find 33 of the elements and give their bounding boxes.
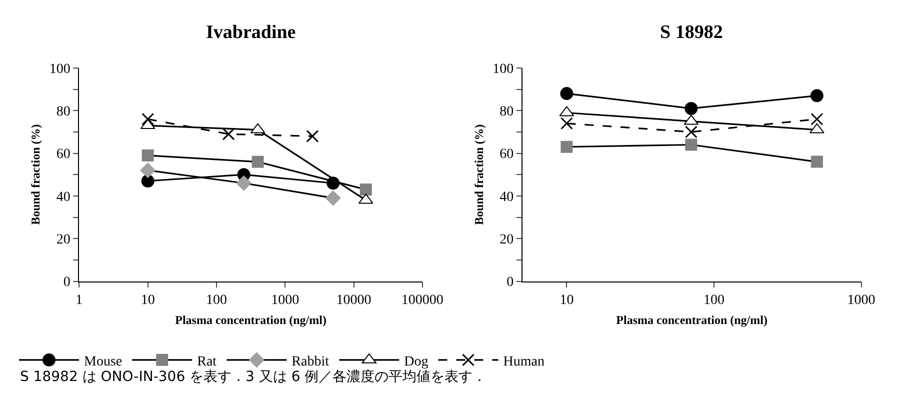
legend-label: Mouse <box>84 354 122 370</box>
legend-label: Rabbit <box>292 354 330 370</box>
x-tick-label: 1000 <box>271 293 300 308</box>
y-tick-label: 40 <box>56 190 70 205</box>
y-tick-label: 20 <box>56 232 70 248</box>
legend-label: Dog <box>404 354 428 370</box>
x-tick-label: 100 <box>703 293 724 308</box>
y-tick-label: 60 <box>500 147 514 162</box>
y-axis-title: Bound fraction (%) <box>28 124 43 225</box>
y-tick-label: 60 <box>56 147 70 162</box>
x-axis-title: Plasma concentration (ng/ml) <box>616 312 768 327</box>
y-tick-label: 100 <box>49 62 70 77</box>
text: S 18982 は ONO-IN-306 を表す．3 又は 6 例／各濃度の平均値を表す． <box>20 369 487 385</box>
y-tick-label: 0 <box>63 275 70 290</box>
x-tick-label: 10 <box>140 293 155 308</box>
x-tick-label: 10000 <box>336 293 372 308</box>
x-tick-label: 10 <box>560 293 574 308</box>
x-tick-label: 100 <box>206 293 227 308</box>
y-tick-label: 0 <box>506 275 514 290</box>
y-tick-label: 80 <box>56 104 70 120</box>
legend-label: Human <box>503 354 544 370</box>
chart-title: Ivabradine <box>206 22 296 43</box>
x-axis-title: Plasma concentration (ng/ml) <box>175 312 326 327</box>
x-tick-label: 1000 <box>847 293 876 308</box>
y-tick-label: 80 <box>500 104 514 120</box>
y-axis-title: Bound fraction (%) <box>472 124 486 225</box>
x-tick-label: 1 <box>76 293 83 308</box>
legend-label: Rat <box>197 354 217 370</box>
y-tick-label: 40 <box>500 190 514 205</box>
x-tick-label: 100000 <box>401 293 444 308</box>
y-tick-label: 20 <box>500 232 514 248</box>
y-tick-label: 100 <box>492 62 514 77</box>
chart-title: S 18982 <box>660 22 723 43</box>
